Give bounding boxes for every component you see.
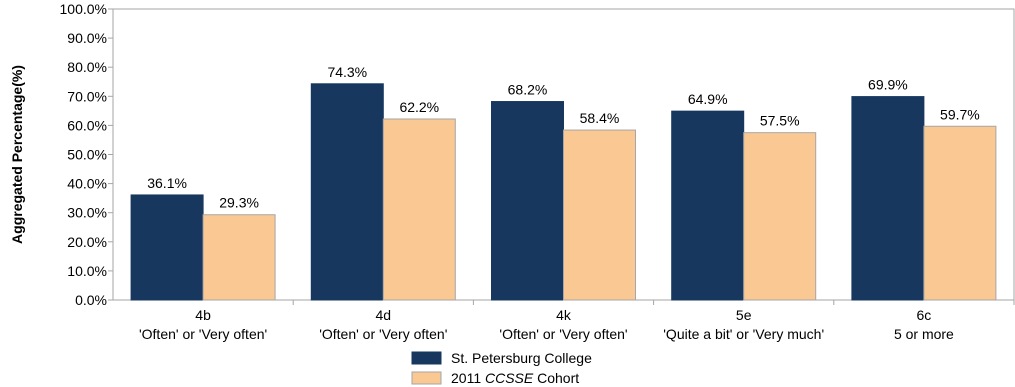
x-tick-label-code: 4b: [195, 307, 211, 323]
y-axis-label: Aggregated Percentage(%): [9, 65, 25, 244]
legend-swatch-ccsse-cohort: [411, 371, 442, 385]
legend-label-italic: CCSSE: [485, 370, 534, 386]
x-tick-label-desc: 'Often' or 'Very often': [139, 326, 267, 342]
legend-label-st-petersburg-college: St. Petersburg College: [451, 350, 592, 366]
x-tick-label-code: 4d: [376, 307, 392, 323]
bar: [563, 129, 636, 301]
y-tick-label: 10.0%: [67, 263, 107, 279]
bar: [382, 118, 456, 301]
data-label: 69.9%: [868, 77, 908, 93]
bar: [202, 214, 276, 301]
bar: [310, 83, 384, 301]
y-tick-label: 100.0%: [60, 1, 107, 17]
legend-label-suffix: Cohort: [533, 370, 579, 386]
y-tick-label: 40.0%: [67, 176, 107, 192]
legend-label-ccsse-cohort: 2011 CCSSE Cohort: [451, 370, 579, 386]
data-label: 58.4%: [580, 110, 620, 126]
y-tick-label: 20.0%: [67, 234, 107, 250]
bars: 36.1% 29.3% 74.3% 62.2% 68.2% 58.4% 64.9% 57.5%…: [130, 64, 997, 301]
x-tick-label-desc: 'Often' or 'Very often': [499, 326, 627, 342]
x-tick-label-desc: 'Quite a bit' or 'Very much': [663, 326, 824, 342]
data-label: 36.1%: [147, 175, 187, 191]
bar: [491, 101, 564, 301]
data-label: 74.3%: [327, 64, 367, 80]
x-tick-label-code: 5e: [736, 307, 752, 323]
bar: [130, 194, 204, 301]
y-tick-label: 90.0%: [67, 30, 107, 46]
bar: [851, 96, 925, 301]
legend-swatch-st-petersburg-college: [411, 351, 442, 365]
bar: [743, 132, 817, 301]
legend-label-prefix: 2011: [451, 370, 485, 386]
data-label: 62.2%: [399, 99, 439, 115]
y-tick-label: 0.0%: [75, 292, 107, 308]
y-tick-label: 60.0%: [67, 117, 107, 133]
data-label: 57.5%: [760, 113, 800, 129]
x-tick-label-code: 4k: [556, 307, 572, 323]
bar: [671, 110, 745, 301]
x-tick-label-desc: 5 or more: [894, 326, 954, 342]
data-label: 68.2%: [508, 82, 548, 98]
y-tick-label: 80.0%: [67, 59, 107, 75]
y-tick-label: 50.0%: [67, 147, 107, 163]
y-tick-label: 70.0%: [67, 88, 107, 104]
bar: [923, 125, 997, 301]
data-label: 64.9%: [688, 91, 728, 107]
data-label: 29.3%: [219, 195, 259, 211]
y-tick-label: 30.0%: [67, 205, 107, 221]
x-axis-ticks: 4b 'Often' or 'Very often' 4d 'Often' or 'V…: [139, 300, 1015, 342]
y-axis-ticks: 0.0% 10.0% 20.0% 30.0% 40.0% 50.0% 60.0% 70.0% 8…: [60, 1, 113, 308]
data-label: 59.7%: [940, 106, 980, 122]
x-tick-label-code: 6c: [917, 307, 932, 323]
x-tick-label-desc: 'Often' or 'Very often': [319, 326, 447, 342]
legend: St. Petersburg College 2011 CCSSE Cohort: [411, 350, 592, 386]
